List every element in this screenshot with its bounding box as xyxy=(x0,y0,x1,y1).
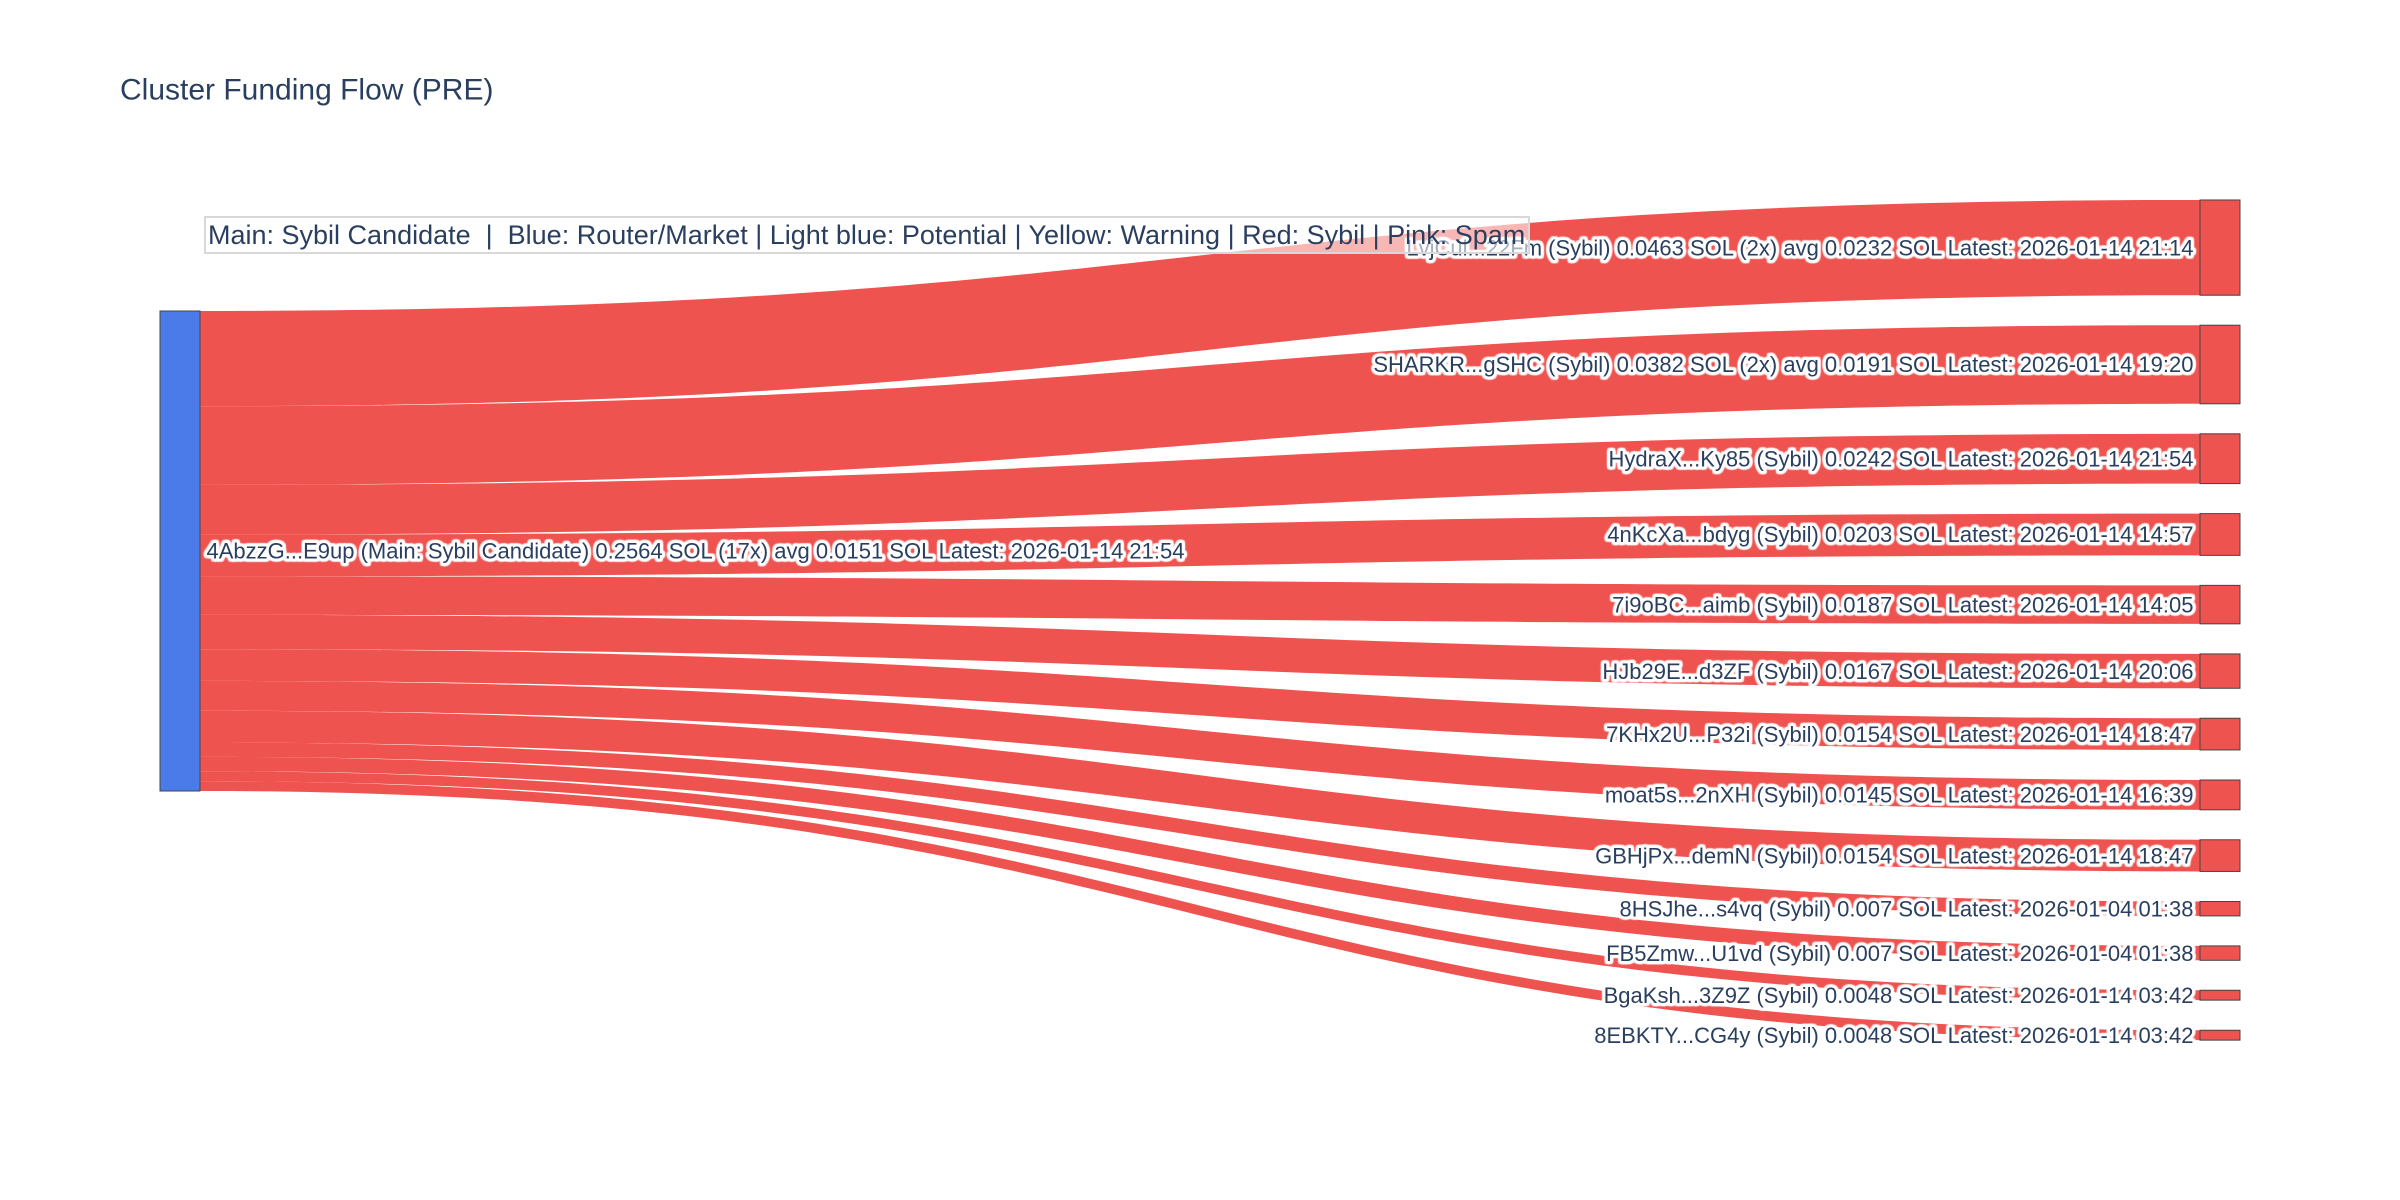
svg-text:Cluster Funding Flow (PRE): Cluster Funding Flow (PRE) xyxy=(120,74,493,107)
svg-text:Main: Sybil Candidate | Blue: Main: Sybil Candidate | Blue: Router/Mar… xyxy=(208,220,1525,250)
